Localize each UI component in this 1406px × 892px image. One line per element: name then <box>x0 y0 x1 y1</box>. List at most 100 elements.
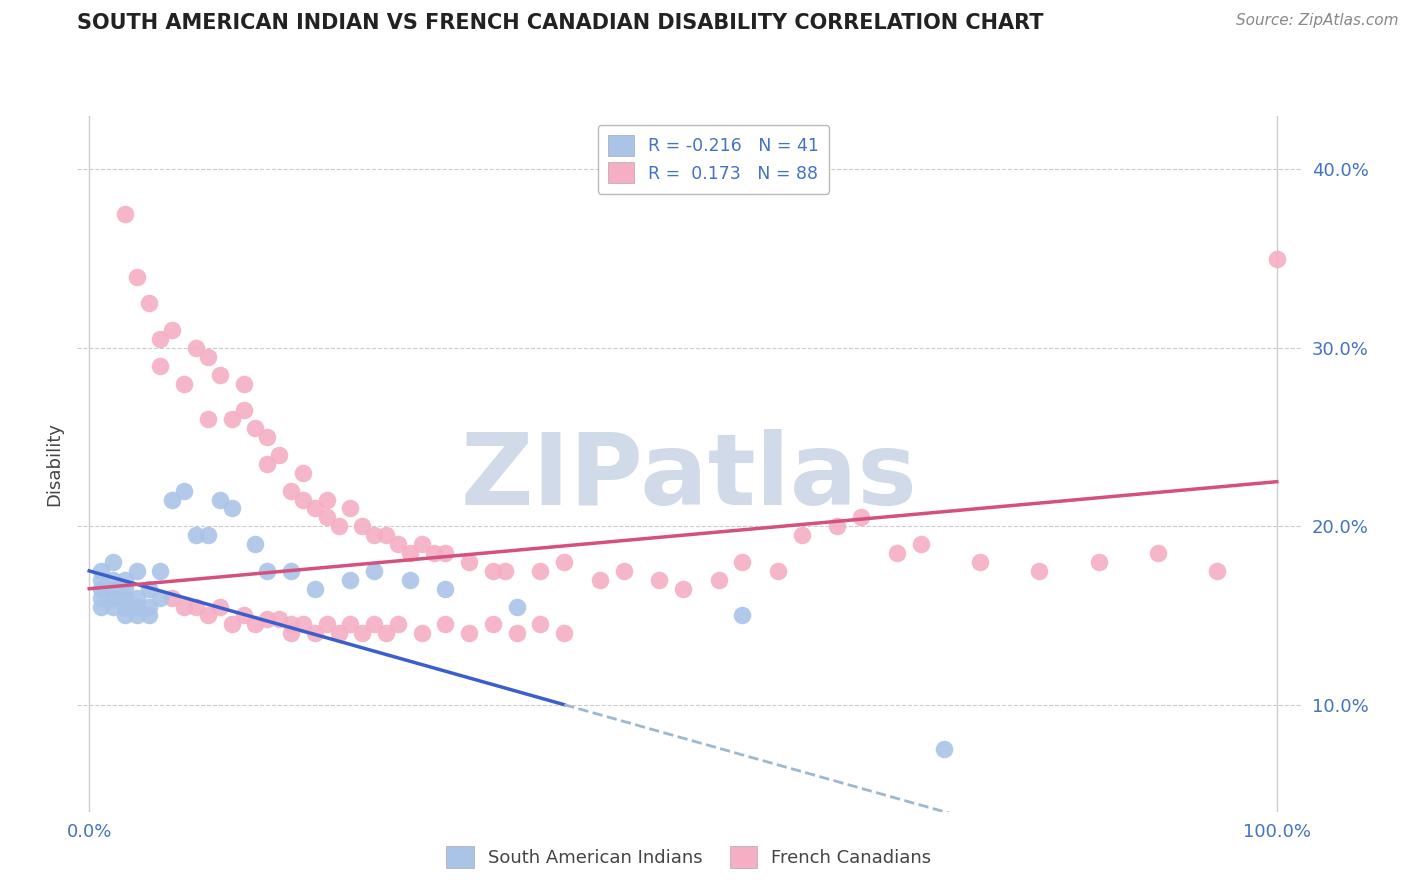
Point <box>101 555 124 569</box>
Legend: South American Indians, French Canadians: South American Indians, French Canadians <box>436 836 942 880</box>
Point <box>90 573 112 587</box>
Point <box>434 546 457 560</box>
Point <box>208 368 231 382</box>
Point <box>328 519 350 533</box>
Point <box>553 626 575 640</box>
Point <box>328 626 350 640</box>
Point <box>90 564 112 578</box>
Point <box>969 555 991 569</box>
Point <box>339 617 361 632</box>
Text: Source: ZipAtlas.com: Source: ZipAtlas.com <box>1236 13 1399 29</box>
Point <box>162 591 184 605</box>
Point <box>280 626 302 640</box>
Text: ZIPatlas: ZIPatlas <box>461 429 917 526</box>
Point <box>114 582 136 596</box>
Point <box>411 626 433 640</box>
Point <box>363 528 385 542</box>
Point <box>352 519 374 533</box>
Point <box>269 612 291 626</box>
Point <box>149 359 172 373</box>
Point <box>138 296 160 310</box>
Point <box>101 582 124 596</box>
Point <box>173 599 195 614</box>
Point <box>269 448 291 462</box>
Point <box>315 617 337 632</box>
Point <box>434 582 457 596</box>
Point <box>482 564 505 578</box>
Point <box>613 564 636 578</box>
Point <box>291 492 314 507</box>
Point <box>114 207 136 221</box>
Point <box>731 555 754 569</box>
Point <box>790 528 813 542</box>
Point <box>197 350 219 364</box>
Point <box>101 573 124 587</box>
Point <box>245 537 267 551</box>
Point <box>910 537 932 551</box>
Point <box>138 582 160 596</box>
Point <box>149 332 172 346</box>
Point <box>256 457 278 471</box>
Point <box>375 528 398 542</box>
Point <box>506 599 529 614</box>
Point <box>399 546 422 560</box>
Point <box>339 501 361 516</box>
Point <box>458 555 481 569</box>
Point <box>304 582 326 596</box>
Point <box>138 608 160 623</box>
Point <box>232 403 254 417</box>
Point <box>173 483 195 498</box>
Point <box>731 608 754 623</box>
Point <box>291 466 314 480</box>
Point <box>375 626 398 640</box>
Point <box>114 608 136 623</box>
Point <box>101 591 124 605</box>
Point <box>934 742 956 756</box>
Point <box>197 528 219 542</box>
Point <box>387 617 409 632</box>
Point <box>162 492 184 507</box>
Point <box>208 599 231 614</box>
Point <box>125 591 148 605</box>
Point <box>114 599 136 614</box>
Point <box>173 376 195 391</box>
Point <box>422 546 444 560</box>
Point <box>506 626 529 640</box>
Point <box>125 269 148 284</box>
Text: SOUTH AMERICAN INDIAN VS FRENCH CANADIAN DISABILITY CORRELATION CHART: SOUTH AMERICAN INDIAN VS FRENCH CANADIAN… <box>77 13 1043 33</box>
Point <box>280 483 302 498</box>
Point <box>125 564 148 578</box>
Point <box>363 617 385 632</box>
Point <box>280 617 302 632</box>
Point <box>363 564 385 578</box>
Point <box>291 617 314 632</box>
Point <box>352 626 374 640</box>
Point <box>256 612 278 626</box>
Point <box>529 617 551 632</box>
Point <box>232 608 254 623</box>
Point <box>162 323 184 337</box>
Point <box>221 617 243 632</box>
Point <box>184 341 207 355</box>
Point <box>245 617 267 632</box>
Point <box>221 412 243 426</box>
Point <box>280 564 302 578</box>
Point <box>256 564 278 578</box>
Point <box>411 537 433 551</box>
Point <box>245 421 267 435</box>
Point <box>707 573 730 587</box>
Point <box>648 573 671 587</box>
Point <box>849 510 872 524</box>
Point <box>1087 555 1109 569</box>
Point <box>672 582 695 596</box>
Point <box>197 608 219 623</box>
Point <box>827 519 849 533</box>
Point <box>1147 546 1170 560</box>
Point <box>482 617 505 632</box>
Point <box>529 564 551 578</box>
Point <box>125 599 148 614</box>
Point <box>114 591 136 605</box>
Point <box>1206 564 1229 578</box>
Point <box>886 546 908 560</box>
Point <box>149 564 172 578</box>
